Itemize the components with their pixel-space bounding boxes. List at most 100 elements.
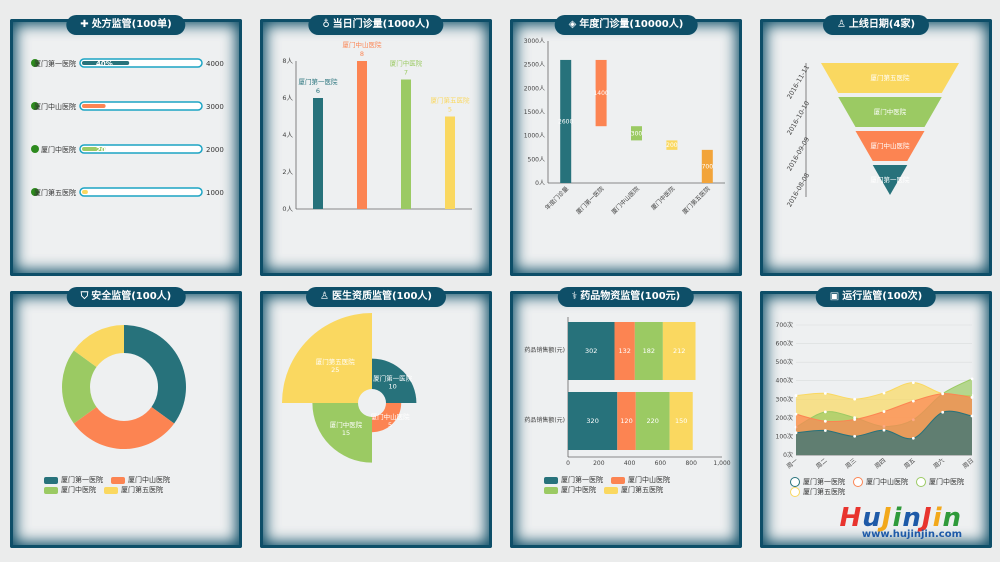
status-dot bbox=[31, 59, 39, 67]
stacked-bar-segment bbox=[669, 392, 693, 450]
progress-track bbox=[79, 187, 203, 197]
data-point bbox=[911, 399, 915, 403]
hospital-label: 厦门第一医院 bbox=[34, 59, 76, 68]
data-point bbox=[794, 431, 798, 435]
segment-value-label: 132 bbox=[618, 347, 630, 355]
safety-panel: ⛉ 安全监管(100人) 厦门第一医院 厦门中山医院厦门中医院 厦门第五医院 bbox=[10, 287, 242, 548]
legend-swatch bbox=[111, 476, 125, 484]
legend-swatch bbox=[916, 477, 926, 487]
bar-category-label: 厦门中山医院 bbox=[343, 40, 383, 49]
stacked-bar-segment bbox=[568, 322, 615, 380]
y-tick-label: 700次 bbox=[776, 321, 793, 329]
legend-item[interactable]: 厦门第一医院 bbox=[544, 475, 603, 485]
legend-item[interactable]: 厦门中医院 bbox=[44, 485, 96, 495]
rose-value-label: 5 bbox=[388, 421, 392, 429]
y-tick-label: 1000人 bbox=[524, 133, 545, 140]
segment-value-label: 320 bbox=[586, 417, 598, 425]
segment-value-label: 302 bbox=[585, 347, 597, 355]
progress-value: 40% bbox=[96, 60, 113, 68]
segment-value-label: 120 bbox=[620, 417, 632, 425]
legend-item[interactable]: 厦门第五医院 bbox=[604, 485, 663, 495]
bar-category-label: 厦门第五医院 bbox=[431, 96, 471, 105]
running-legend: 厦门第一医院 厦门中山医院 厦门中医院厦门第五医院 bbox=[790, 477, 980, 497]
legend-swatch bbox=[611, 476, 625, 484]
stacked-bar-segment bbox=[568, 392, 618, 450]
prescription-chart: 厦门第一医院 40% 4000 厦门中山医院 3000 厦门中医院 20% 2000 厦门第五医… bbox=[31, 58, 224, 197]
stethoscope-icon: ♁ bbox=[322, 19, 330, 30]
y-tick-label: 600次 bbox=[776, 340, 793, 348]
stacked-bar-segment bbox=[662, 322, 696, 380]
x-tick-label: 周三 bbox=[844, 457, 858, 470]
legend-swatch bbox=[790, 477, 800, 487]
rose-value-label: 10 bbox=[389, 382, 397, 390]
progress-fill bbox=[82, 61, 130, 65]
rose-slice bbox=[372, 358, 417, 403]
legend-label: 厦门第五医院 bbox=[621, 486, 663, 494]
rose-value-label: 15 bbox=[342, 429, 350, 437]
x-tick-label: 厦门第五医院 bbox=[681, 185, 712, 216]
hospital-label: 厦门中医院 bbox=[41, 145, 76, 154]
panel-title: ⛉ 安全监管(100人) bbox=[66, 287, 186, 307]
watermark-logo: HuJinJin www.hujinjin.com bbox=[839, 503, 962, 540]
legend-label: 厦门中医院 bbox=[61, 486, 96, 494]
legend-swatch bbox=[104, 486, 118, 494]
total-value: 1000 bbox=[206, 189, 224, 197]
data-point bbox=[853, 434, 857, 438]
data-point bbox=[853, 397, 857, 401]
date-tick-label: 2016-11-11 bbox=[785, 64, 811, 101]
monitor-icon: ▣ bbox=[829, 291, 840, 302]
panel-title: ♙ 上线日期(4家) bbox=[822, 15, 930, 35]
rose-category-label: 厦门中医院 bbox=[330, 420, 363, 429]
bar-value-label: 8 bbox=[360, 50, 364, 58]
annual-visits-panel: ◈ 年度门诊量(10000人) 0人 500人 1000人 1500人 2000人 2500… bbox=[510, 15, 742, 276]
progress-track bbox=[79, 101, 203, 111]
status-dot bbox=[31, 145, 39, 153]
x-tick-label: 年度门诊量 bbox=[543, 185, 570, 212]
funnel-segment bbox=[855, 131, 925, 161]
x-tick-label: 周六 bbox=[932, 456, 946, 470]
legend-label: 厦门第一医院 bbox=[61, 476, 103, 484]
rose-category-label: 厦门第一医院 bbox=[373, 373, 413, 382]
data-point bbox=[882, 410, 886, 413]
legend-item[interactable]: 厦门中山医院 bbox=[611, 475, 670, 485]
legend-item[interactable]: 厦门第五医院 bbox=[790, 487, 845, 497]
donut-slice bbox=[124, 325, 186, 424]
y-tick-label: 药品销售额(元) bbox=[524, 346, 565, 354]
legend-item[interactable]: 厦门中山医院 bbox=[853, 477, 908, 487]
funnel-label: 厦门第一医院 bbox=[871, 175, 911, 184]
data-point bbox=[882, 428, 886, 432]
bar-value-label: 2600 bbox=[558, 118, 573, 125]
bar bbox=[313, 98, 323, 209]
legend-item[interactable]: 厦门第一医院 bbox=[44, 475, 103, 485]
x-tick-label: 800 bbox=[685, 460, 697, 467]
legend-item[interactable]: 厦门第五医院 bbox=[104, 485, 163, 495]
panel-title: ♙ 医生资质监管(100人) bbox=[306, 287, 446, 307]
legend-label: 厦门第一医院 bbox=[803, 478, 845, 486]
person-icon: ♙ bbox=[836, 19, 846, 30]
bar bbox=[701, 149, 713, 183]
legend-swatch bbox=[544, 476, 558, 484]
legend-item[interactable]: 厦门中医院 bbox=[544, 485, 596, 495]
rose-category-label: 厦门中山医院 bbox=[371, 412, 411, 421]
segment-value-label: 220 bbox=[646, 417, 658, 425]
funnel-label: 厦门第五医院 bbox=[871, 73, 911, 82]
y-tick-label: 4人 bbox=[282, 131, 293, 139]
bar-value-label: 700 bbox=[702, 163, 714, 170]
y-tick-label: 500次 bbox=[776, 358, 793, 366]
data-point bbox=[911, 436, 915, 440]
bar-value-label: 200 bbox=[666, 142, 678, 149]
x-tick-label: 周五 bbox=[903, 457, 917, 470]
bar bbox=[445, 116, 455, 209]
y-tick-label: 1500人 bbox=[524, 109, 545, 116]
date-tick-label: 2016-09-09 bbox=[785, 136, 811, 173]
legend-item[interactable]: 厦门中医院 bbox=[916, 477, 964, 487]
rose-slice bbox=[312, 403, 372, 463]
legend-item[interactable]: 厦门第一医院 bbox=[790, 477, 845, 487]
data-point bbox=[882, 391, 886, 395]
legend-item[interactable]: 厦门中山医院 bbox=[111, 475, 170, 485]
bar-value-label: 5 bbox=[448, 106, 452, 114]
data-point bbox=[853, 418, 857, 421]
annual-visits-chart: 0人 500人 1000人 1500人 2000人 2500人 3000人 2600 年度门诊量… bbox=[524, 38, 725, 216]
panel-title: ✚ 处方监管(100单) bbox=[66, 15, 186, 35]
